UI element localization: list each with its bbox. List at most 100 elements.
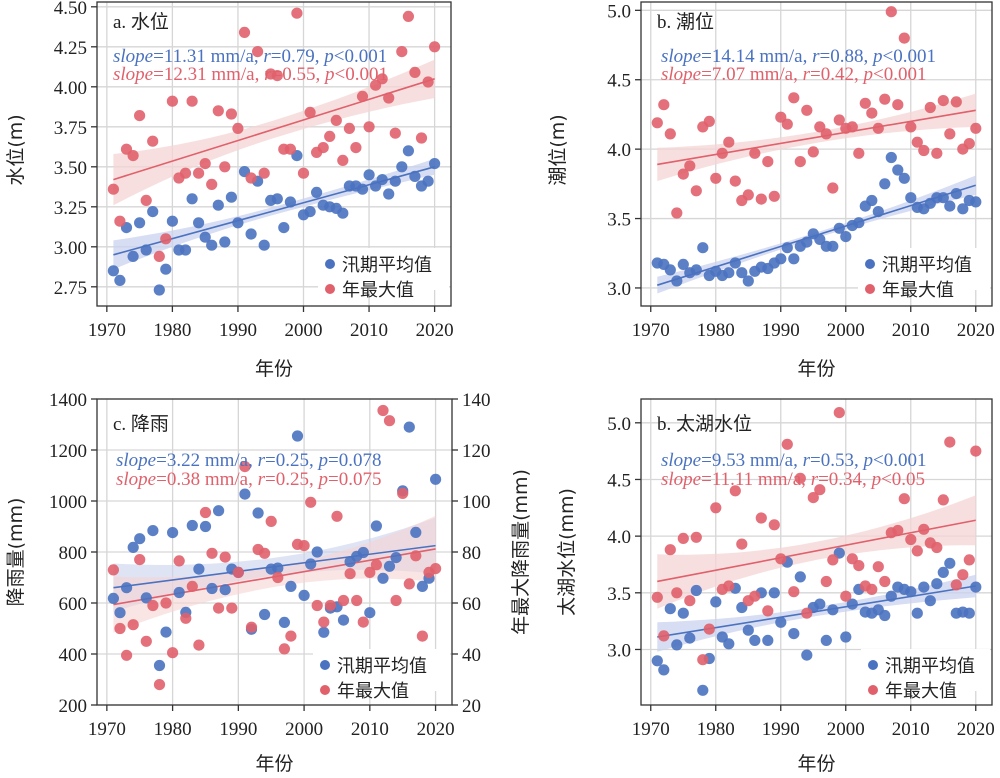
data-point [199,231,211,243]
data-point [723,638,735,650]
y-right-tick-label: 80 [462,543,481,564]
x-axis-title: 年份 [797,358,835,380]
data-point [820,634,832,647]
data-point [742,275,754,287]
data-point [950,579,962,591]
y-axis-title: 水位(m) [5,114,27,185]
stat-r-text: =0.42, [810,64,863,85]
data-point [140,244,152,256]
data-point [853,147,865,159]
data-point [898,172,910,184]
data-point [651,591,663,603]
data-point [173,555,185,567]
data-point [866,107,878,119]
data-point [232,217,244,229]
stat-p-text: <0.001 [873,64,926,85]
series-blue [651,151,982,287]
data-point [285,630,297,642]
stat-p-label: p [316,469,328,490]
data-point [344,568,356,580]
data-point [107,592,119,605]
data-point [846,121,858,133]
x-axis-title: 年份 [255,753,293,775]
legend-label: 汛期平均值 [342,255,432,276]
panel-title: b. 太湖水位 [657,413,752,435]
data-point [226,602,238,614]
legend-label: 年最大值 [342,280,414,301]
y-tick-label: 4.0 [607,527,631,548]
data-point [690,584,702,597]
data-point [160,263,172,275]
data-point [193,217,205,229]
y-tick-label: 4.0 [607,140,631,161]
data-point [788,92,800,104]
data-point [402,145,414,157]
stat-r-text: =0.25, [265,450,318,471]
data-point [383,188,395,200]
data-point [853,560,865,572]
data-point [140,592,152,604]
data-point [389,127,401,139]
plot-frame [640,398,993,706]
y-tick-label: 3.75 [54,118,87,139]
stat-text: =12.31 mm/a, [153,64,264,85]
data-point [311,186,323,198]
data-point [768,190,780,202]
data-point [206,547,218,559]
x-tick-label: 1970 [632,320,670,341]
data-point [840,590,852,602]
data-point [127,250,139,262]
x-tick-label: 1970 [88,320,126,341]
data-point [885,590,897,602]
data-point [193,639,205,651]
data-point [716,147,728,159]
data-point [677,168,689,180]
stat-p-label: p [861,450,873,471]
data-point [357,546,369,559]
data-point [304,106,316,118]
data-point [107,183,119,195]
stats-annotation-red: slope=0.38 mm/a, r=0.25, p=0.075 [116,469,381,490]
data-point [238,26,251,38]
data-point [127,541,139,554]
stat-slope-label: slope [661,450,701,471]
data-point [794,156,806,168]
y-right-tick-label: 20 [462,696,481,717]
plot-frame [96,1,452,307]
trend-line-red [113,78,435,181]
data-point [801,236,813,248]
data-point [749,590,761,602]
data-point [429,158,441,170]
data-point [364,566,376,579]
data-point [801,649,813,661]
data-point [840,231,852,243]
data-point [337,594,350,607]
data-point [684,160,696,172]
data-point [252,46,264,58]
data-point [422,175,434,187]
data-point [963,554,975,566]
stat-r-label: r [264,64,272,85]
y-tick-label: 3.5 [607,210,631,231]
data-point [820,128,832,140]
data-point [671,639,683,651]
data-point [376,174,388,186]
data-point [278,222,290,234]
data-point [651,117,663,129]
stats-annotation-red: slope=7.07 mm/a, r=0.42, p<0.001 [661,64,926,85]
data-point [271,193,283,205]
data-point [814,484,826,496]
stat-slope-label: slope [116,450,156,471]
data-point [186,519,198,532]
data-point [768,519,780,531]
stat-slope-label: slope [661,46,701,67]
data-point [410,550,422,562]
data-point [905,533,917,546]
data-point [658,664,670,676]
data-point [430,473,442,485]
data-point [931,578,943,590]
data-point [775,616,787,628]
stats-annotation-blue: slope=11.31 mm/a, r=0.79, p<0.001 [113,46,387,67]
data-point [285,580,297,593]
data-point [219,161,231,173]
